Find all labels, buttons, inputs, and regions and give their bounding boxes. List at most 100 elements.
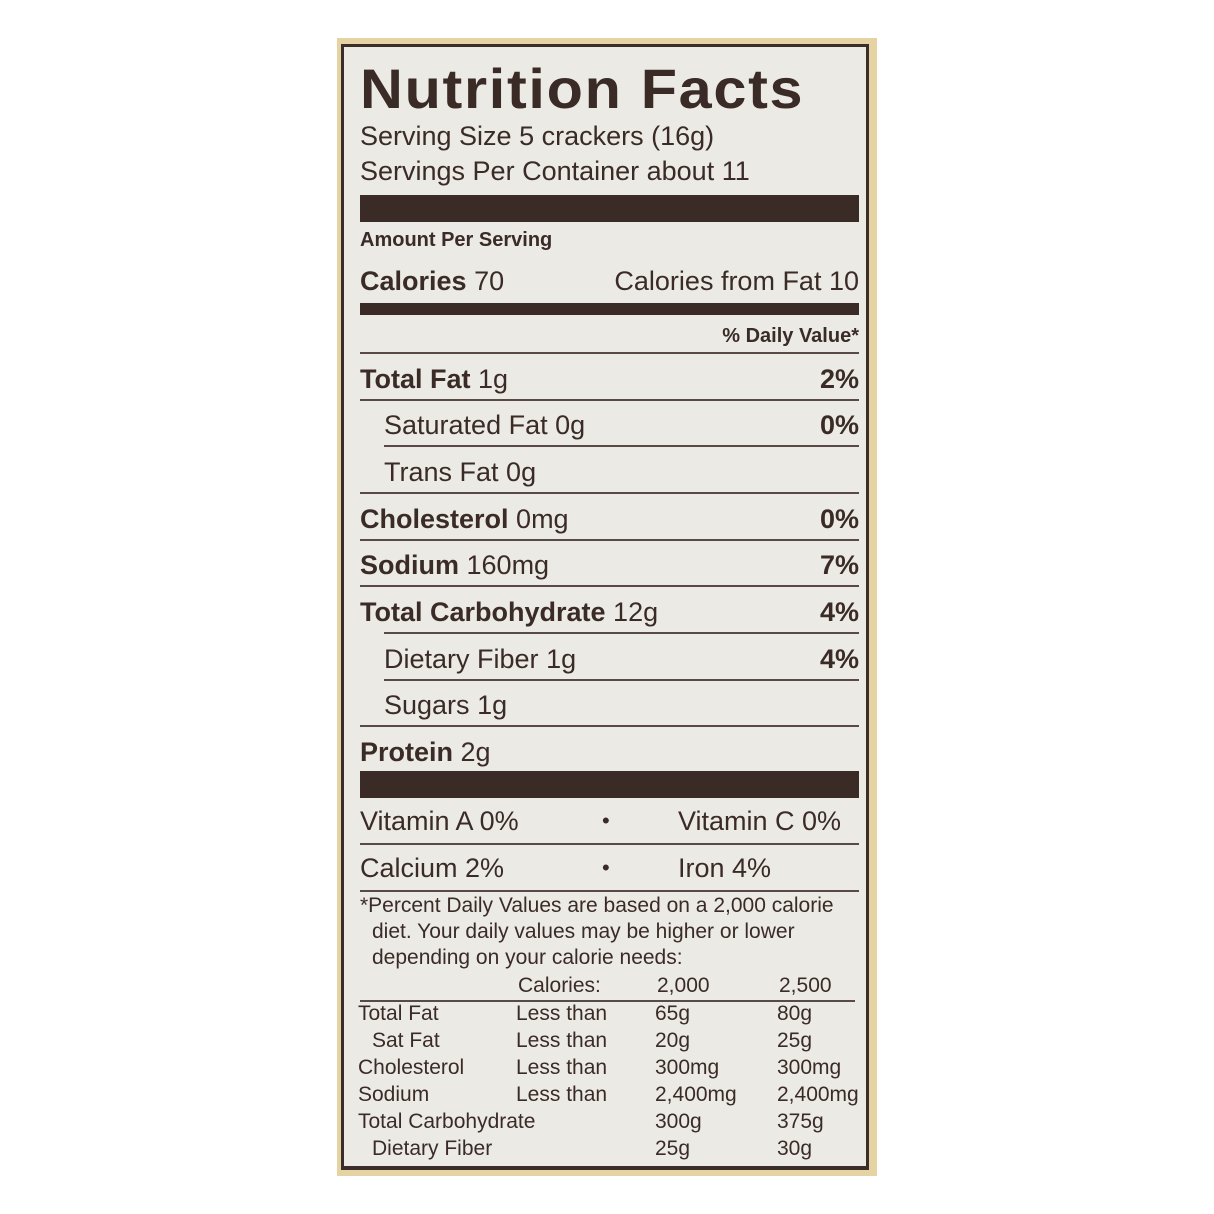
serving-size: Serving Size 5 crackers (16g) <box>360 121 715 151</box>
divider <box>384 632 859 634</box>
nutrient-name: Sugars <box>384 690 470 720</box>
nutrient-row: Cholesterol 0mg 0% <box>360 503 859 535</box>
nutrient-row: Protein 2g <box>360 736 859 768</box>
cell: 300mg <box>655 1056 720 1079</box>
bullet: • <box>602 808 610 833</box>
dv-table-row: Sodium Less than 2,400mg 2,400mg <box>358 1082 859 1108</box>
cell: Calories: <box>518 974 601 997</box>
nutrient-row: Total Carbohydrate 12g 4% <box>360 596 859 628</box>
nutrient-amount: 160mg <box>466 550 550 580</box>
nutrient-amount: 0g <box>506 457 537 487</box>
dv-table-row: Total Carbohydrate 300g 375g <box>358 1109 859 1135</box>
nutrient-name: Trans Fat <box>384 457 499 487</box>
servings-per-container: Servings Per Container about 11 <box>360 156 750 186</box>
medium-divider <box>360 303 859 315</box>
bullet: • <box>602 855 610 880</box>
nutrient-name: Cholesterol <box>360 504 509 534</box>
divider <box>360 1000 855 1002</box>
footnote: *Percent Daily Values are based on a 2,0… <box>360 893 859 971</box>
amount-per-serving: Amount Per Serving <box>360 229 553 251</box>
calories-row: Calories 70 Calories from Fat 10 <box>360 265 859 297</box>
dv-table-row: Cholesterol Less than 300mg 300mg <box>358 1055 859 1081</box>
cell: Less than <box>516 1029 608 1052</box>
nutrient-amount: 12g <box>613 597 659 627</box>
nutrient-amount: 1g <box>478 364 509 394</box>
cell: Less than <box>516 1002 608 1025</box>
cell: Sat Fat <box>372 1029 440 1052</box>
vitamin-right: Iron 4% <box>678 853 772 883</box>
nutrient-dv: 4% <box>819 597 859 627</box>
cell: 2,000 <box>657 974 710 997</box>
nutrient-dv: 2% <box>819 364 859 394</box>
cell: 65g <box>655 1002 691 1025</box>
nutrient-row: Sugars 1g <box>360 689 859 721</box>
vitamin-left: Vitamin A 0% <box>360 806 519 836</box>
nutrient-row: Sodium 160mg 7% <box>360 549 859 581</box>
title: Nutrition Facts <box>360 57 805 120</box>
cell: 2,400mg <box>777 1083 859 1106</box>
calories-value: 70 <box>474 266 505 296</box>
divider <box>360 890 859 892</box>
nutrient-name: Total Fat <box>360 364 471 394</box>
dv-table-row: Sat Fat Less than 20g 25g <box>358 1028 859 1054</box>
nutrient-dv: 7% <box>819 550 859 580</box>
calories-from-fat: Calories from Fat 10 <box>614 266 859 296</box>
dv-table-header: Calories: 2,000 2,500 <box>360 973 859 999</box>
cell <box>360 973 518 999</box>
divider <box>360 352 859 354</box>
divider <box>360 539 859 541</box>
cell: Dietary Fiber <box>372 1137 493 1160</box>
divider <box>384 445 859 447</box>
divider <box>360 585 859 587</box>
vitamin-right: Vitamin C 0% <box>678 806 842 836</box>
thick-divider <box>360 195 859 222</box>
vitamin-left: Calcium 2% <box>360 853 505 883</box>
cell: 300g <box>655 1110 702 1133</box>
nutrient-name: Sodium <box>360 550 459 580</box>
divider <box>360 725 859 727</box>
cell: Total Carbohydrate <box>358 1110 536 1133</box>
thick-divider <box>360 771 859 798</box>
nutrient-dv: 4% <box>819 644 859 674</box>
cell <box>516 1136 655 1162</box>
nutrient-amount: 1g <box>477 690 508 720</box>
nutrient-amount: 2g <box>460 737 491 767</box>
nutrient-name: Total Carbohydrate <box>360 597 606 627</box>
dv-table-row: Total Fat Less than 65g 80g <box>358 1001 859 1027</box>
nutrient-row: Saturated Fat 0g 0% <box>360 409 859 441</box>
cell: 300mg <box>777 1056 842 1079</box>
nutrient-name: Saturated Fat <box>384 410 548 440</box>
nutrient-dv: 0% <box>819 410 859 440</box>
footnote-line: diet. Your daily values may be higher or… <box>372 920 795 943</box>
nutrient-amount: 1g <box>546 644 577 674</box>
nutrient-amount: 0g <box>555 410 586 440</box>
divider <box>360 399 859 401</box>
cell: 25g <box>655 1137 691 1160</box>
footnote-line: depending on your calorie needs: <box>372 946 683 969</box>
nutrient-row: Total Fat 1g 2% <box>360 363 859 395</box>
cell: 20g <box>655 1029 691 1052</box>
cell: Cholesterol <box>358 1056 465 1079</box>
footnote-line: *Percent Daily Values are based on a 2,0… <box>360 894 834 917</box>
cell: Total Fat <box>358 1002 439 1025</box>
cell: Less than <box>516 1083 608 1106</box>
nutrient-name: Dietary Fiber <box>384 644 539 674</box>
nutrient-row: Dietary Fiber 1g 4% <box>360 643 859 675</box>
divider <box>384 679 859 681</box>
cell: Sodium <box>358 1083 430 1106</box>
divider <box>360 843 859 845</box>
daily-value-header: % Daily Value* <box>722 325 859 347</box>
nutrient-dv: 0% <box>819 504 859 534</box>
calories-label: Calories <box>360 266 467 296</box>
cell: Less than <box>516 1056 608 1079</box>
nutrient-name: Protein <box>360 737 454 767</box>
cell: 375g <box>777 1110 824 1133</box>
nutrition-facts-label: Nutrition Facts Serving Size 5 crackers … <box>341 44 869 1170</box>
cell: 25g <box>777 1029 813 1052</box>
dv-table-row: Dietary Fiber 25g 30g <box>358 1136 859 1162</box>
divider <box>360 492 859 494</box>
cell: 30g <box>777 1137 813 1160</box>
nutrient-amount: 0mg <box>516 504 569 534</box>
cell: 80g <box>777 1002 813 1025</box>
cell: 2,400mg <box>655 1083 737 1106</box>
